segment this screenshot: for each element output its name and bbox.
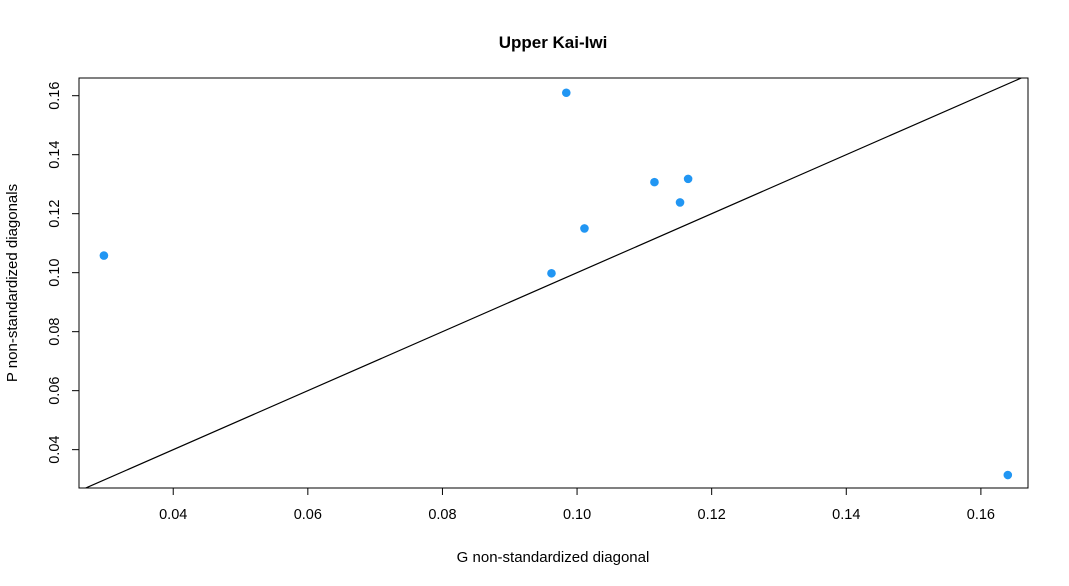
x-axis-label: G non-standardized diagonal [457,549,650,566]
y-tick-label: 0.16 [47,82,63,110]
x-tick-label: 0.14 [832,507,860,523]
chart-title: Upper Kai-Iwi [499,33,608,52]
plot-frame [78,77,1029,489]
y-axis-label: P non-standardized diagonals [4,184,21,382]
y-tick-label: 0.06 [47,377,63,405]
reference-line-group [84,78,1023,488]
x-tick-label: 0.16 [967,507,995,523]
x-axis: 0.04 0.06 0.08 0.10 0.12 0.14 0.16 [159,488,995,523]
plot-area [78,77,1029,489]
y-tick-label: 0.08 [47,318,63,346]
data-point [561,88,571,98]
data-point [547,268,556,278]
data-point [683,174,693,184]
y-tick-label: 0.04 [47,436,63,464]
y-axis: 0.04 0.06 0.08 0.10 0.12 0.14 0.16 [47,82,79,464]
data-point [675,198,685,207]
y-tick-label: 0.10 [47,259,63,287]
x-tick-label: 0.04 [159,507,187,523]
x-tick-label: 0.08 [428,507,456,523]
data-point [580,224,589,233]
x-tick-label: 0.12 [698,507,726,523]
y-tick-label: 0.12 [47,200,63,228]
x-tick-label: 0.10 [563,507,591,523]
data-points [99,88,1013,480]
data-point [99,251,109,260]
data-point [650,177,659,187]
reference-line [84,78,1023,488]
y-tick-label: 0.14 [47,141,63,169]
data-point [1003,470,1013,480]
x-tick-label: 0.06 [294,507,322,523]
